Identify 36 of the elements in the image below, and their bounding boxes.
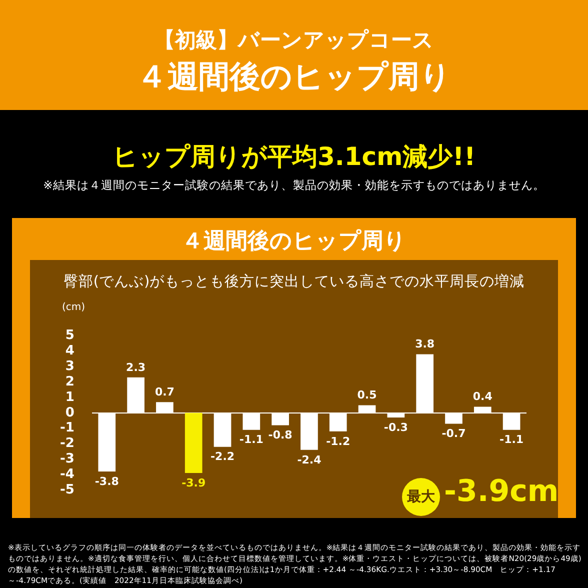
data-label: -0.8: [268, 428, 292, 442]
chart-title: 【初級】バーンアップコース: [153, 27, 435, 54]
y-tick-label: 0: [65, 405, 74, 420]
text: 臀部(でんぶ)がもっとも後方に突出している高さでの水平周長の増減: [62, 272, 526, 291]
data-label: -2.4: [297, 453, 322, 466]
text: ヒップ周りが平均3.1cm減少!!: [112, 141, 476, 173]
y-tick-label: -3: [60, 452, 74, 467]
data-label: -2.2: [210, 450, 235, 464]
data-label: 3.8: [415, 338, 435, 351]
data-label: -1.1: [239, 433, 264, 446]
data-label: -3.8: [94, 474, 119, 488]
data-label: -1.1: [500, 433, 524, 446]
y-tick-label: 2: [65, 374, 74, 390]
y-tick-label: 3: [65, 359, 74, 374]
y-tick-label: 1: [65, 390, 74, 405]
data-label: 2.3: [126, 360, 146, 374]
chart-subtitle: ４週間後のヒップ周り: [136, 58, 452, 97]
annotation: -3.9cm: [444, 474, 559, 509]
y-tick-label: -1: [60, 420, 74, 436]
data-label: 0.5: [357, 388, 377, 402]
data-label: -3.9: [182, 476, 206, 490]
y-tick-label: -4: [60, 466, 74, 482]
data-label: -0.7: [442, 427, 466, 440]
data-label: 0.7: [154, 385, 174, 398]
data-label: 0.4: [472, 390, 493, 404]
y-tick-label: -5: [60, 482, 74, 498]
y-tick-label: 4: [65, 344, 74, 359]
y-tick-label: -2: [60, 436, 74, 452]
bar: [184, 412, 202, 474]
data-label: -1.2: [326, 434, 350, 448]
text: ４週間後のヒップ周り: [180, 228, 408, 256]
text: ※結果は４週間のモニター試験の結果であり、製品の効果・効能を示すものではありません。: [42, 178, 546, 193]
annotation: 最大: [402, 478, 440, 516]
y-axis-title: (cm): [62, 302, 86, 313]
y-tick-label: 5: [65, 328, 74, 344]
data-label: -0.3: [384, 420, 408, 434]
